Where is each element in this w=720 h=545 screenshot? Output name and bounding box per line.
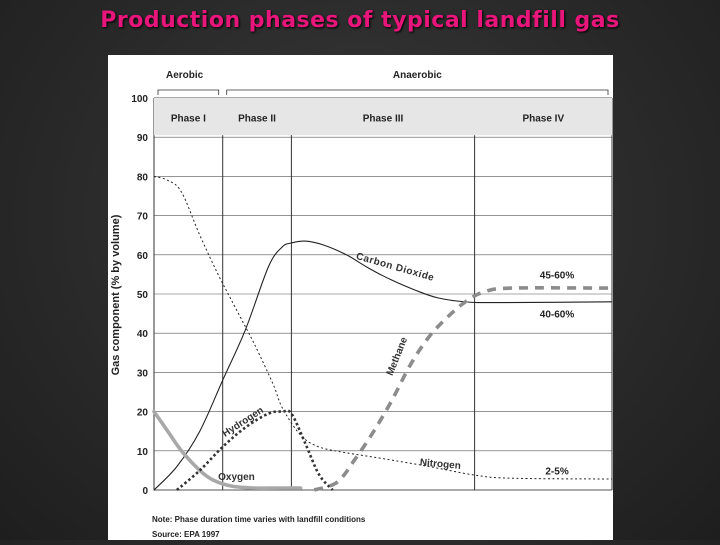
phase-header-band (154, 98, 612, 136)
series-line-methane (313, 286, 613, 492)
series-line-carbon-dioxide (153, 240, 613, 491)
regime-bracket (157, 89, 220, 95)
phase-label: Phase II (238, 114, 276, 125)
regime-bracket (226, 89, 609, 95)
series-label-oxygen: Oxygen (218, 472, 255, 483)
series-label-methane: Methane (385, 335, 411, 377)
y-tick-label: 60 (137, 251, 149, 262)
series-label-nitrogen: Nitrogen (419, 457, 461, 472)
y-axis-label: Gas component (% by volume) (110, 214, 122, 375)
phase-label: Phase III (363, 114, 404, 125)
y-tick-label: 90 (137, 133, 149, 144)
series-line-hydrogen (176, 409, 334, 491)
chart-figure: 0 10 20 30 40 50 60 70 80 90 100 Phase I Phase II Pha… (108, 55, 613, 540)
series-layer (152, 175, 613, 492)
y-tick-label: 0 (142, 486, 148, 497)
y-tick-label: 100 (131, 94, 148, 105)
y-tick-label: 30 (137, 368, 149, 379)
footnote-source: Source: EPA 1997 (152, 530, 220, 539)
y-tick-label: 70 (137, 212, 149, 223)
regime-label: Anaerobic (393, 70, 442, 81)
phase-header (154, 89, 612, 136)
annotation-label: 2-5% (545, 466, 568, 477)
annotation-label: 45-60% (540, 270, 575, 281)
series-line-oxygen (152, 409, 303, 490)
series-label-hydrogen: Hydrogen (221, 405, 266, 440)
phase-label: Phase I (171, 114, 206, 125)
y-tick-label: 10 (137, 447, 149, 458)
landfill-gas-chart: 0 10 20 30 40 50 60 70 80 90 100 Phase I Phase II Pha… (110, 70, 613, 539)
slide-title: Production phases of typical landfill ga… (100, 8, 620, 33)
y-tick-label: 80 (137, 172, 149, 183)
y-tick-label: 20 (137, 408, 149, 419)
regime-label: Aerobic (166, 70, 204, 81)
phase-label: Phase IV (522, 114, 564, 125)
footnote-note: Note: Phase duration time varies with la… (152, 515, 366, 524)
series-line-nitrogen (153, 175, 613, 480)
y-tick-label: 50 (137, 290, 149, 301)
y-tick-label: 40 (137, 329, 149, 340)
annotation-label: 40-60% (540, 310, 575, 321)
